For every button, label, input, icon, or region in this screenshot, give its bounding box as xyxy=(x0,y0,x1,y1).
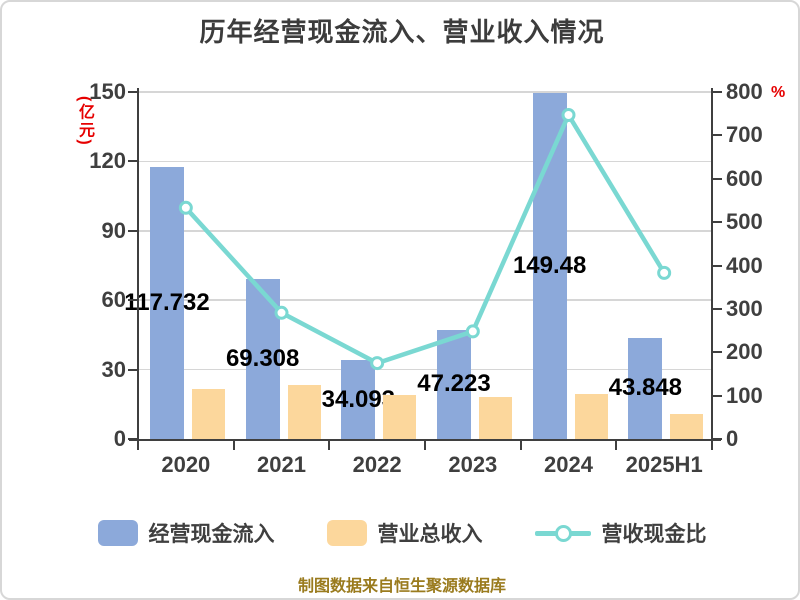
y-axis-right-tick-label: 0 xyxy=(726,426,739,451)
x-axis-category-label: 2021 xyxy=(257,452,306,477)
y-axis-right-tick-label: 800 xyxy=(726,79,763,104)
revenue-swatch-icon xyxy=(326,520,367,546)
cash-inflow-value-label: 43.848 xyxy=(608,374,683,402)
legend-label-cash-inflow: 经营现金流入 xyxy=(148,523,275,546)
y-axis-right-tick xyxy=(713,438,722,440)
legend-item-cash-inflow: 经营现金流入 xyxy=(97,518,275,548)
x-axis xyxy=(129,439,721,441)
gridline xyxy=(138,91,712,93)
left-axis-unit-label: (亿元) xyxy=(76,96,93,147)
gridline xyxy=(138,368,712,371)
x-axis-category-label: 2023 xyxy=(448,452,498,477)
revenue-bar xyxy=(287,385,321,439)
y-axis-right-tick xyxy=(713,351,722,354)
y-axis-left-tick xyxy=(128,438,137,440)
gridline xyxy=(138,160,712,163)
y-axis-left-tick xyxy=(128,368,137,371)
y-axis-left xyxy=(137,88,139,445)
x-axis-tick xyxy=(137,441,139,450)
cash-inflow-value-label: 149.48 xyxy=(512,252,587,280)
x-axis-category-label: 2022 xyxy=(352,452,402,477)
y-axis-right-tick-label: 700 xyxy=(726,122,763,148)
cash-inflow-bar xyxy=(150,166,184,439)
ratio-line-marker-icon xyxy=(534,520,591,546)
data-source-note: 制图数据来自恒生聚源数据库 xyxy=(297,578,506,595)
x-axis-tick xyxy=(424,441,426,450)
y-axis-left-tick-label: 150 xyxy=(89,79,126,104)
gridline xyxy=(138,299,712,301)
y-axis-right-tick xyxy=(713,264,722,267)
cash-inflow-bar xyxy=(341,360,376,439)
revenue-bar xyxy=(574,393,608,439)
x-axis-tick xyxy=(232,441,235,450)
cash-inflow-value-label: 69.308 xyxy=(225,344,300,372)
revenue-bar xyxy=(383,395,417,439)
x-axis-tick xyxy=(711,441,713,450)
revenue-bar xyxy=(192,389,225,439)
legend-item-ratio: 营收现金比 xyxy=(534,518,707,548)
y-axis-right-tick-label: 500 xyxy=(726,209,763,235)
y-axis-right-tick-label: 300 xyxy=(726,295,763,321)
right-axis-unit-label: % xyxy=(771,84,786,101)
y-axis-left-tick-label: 0 xyxy=(113,426,126,451)
y-axis-right-tick xyxy=(713,91,722,93)
legend-item-revenue: 营业总收入 xyxy=(326,518,483,548)
cash-inflow-value-label: 47.223 xyxy=(417,370,491,398)
y-axis-right-tick xyxy=(713,394,722,397)
y-axis-right-tick-label: 600 xyxy=(726,165,763,191)
x-axis-category-label: 2024 xyxy=(544,452,593,477)
chart-title: 历年经营现金流入、营业收入情况 xyxy=(199,17,605,47)
legend-label-revenue: 营业总收入 xyxy=(377,523,483,546)
y-axis-right-tick xyxy=(713,134,722,137)
y-axis-right-tick xyxy=(713,307,722,310)
x-axis-tick xyxy=(519,441,522,450)
ratio-point-marker xyxy=(657,265,672,280)
y-axis-right xyxy=(711,88,713,445)
revenue-bar xyxy=(670,413,704,439)
gridline xyxy=(138,230,712,232)
y-axis-left-tick-label: 30 xyxy=(101,356,126,382)
y-axis-left-tick xyxy=(128,91,137,93)
y-axis-right-tick-label: 100 xyxy=(726,382,763,408)
y-axis-left-tick-label: 60 xyxy=(101,287,126,313)
legend: 经营现金流入 营业总收入 营收现金比 xyxy=(2,518,798,548)
cash-inflow-value-label: 34.093 xyxy=(321,385,396,413)
cash-inflow-swatch-icon xyxy=(97,520,138,546)
x-axis-tick xyxy=(328,441,331,450)
y-axis-left-tick xyxy=(128,299,137,302)
y-axis-right-tick xyxy=(713,221,722,224)
legend-label-ratio: 营收现金比 xyxy=(601,523,707,546)
y-axis-right-tick xyxy=(713,177,722,180)
y-axis-left-tick xyxy=(128,229,137,232)
revenue-bar xyxy=(479,396,512,439)
y-axis-left-tick-label: 90 xyxy=(101,217,126,243)
x-axis-category-label: 2020 xyxy=(161,452,211,477)
y-axis-right-tick-label: 400 xyxy=(726,252,763,278)
x-axis-category-label: 2025H1 xyxy=(625,452,703,477)
y-axis-left-tick xyxy=(128,160,137,163)
x-axis-tick xyxy=(615,441,618,450)
y-axis-left-tick-label: 120 xyxy=(89,148,126,174)
y-axis-right-tick-label: 200 xyxy=(726,339,763,365)
